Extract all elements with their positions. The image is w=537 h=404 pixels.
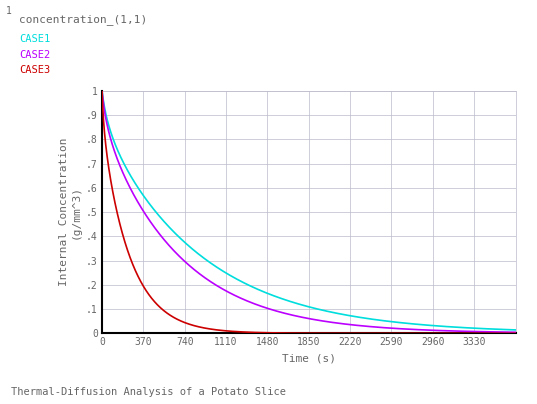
Text: 1: 1: [5, 6, 11, 16]
Text: CASE3: CASE3: [19, 65, 50, 75]
Text: Thermal-Diffusion Analysis of a Potato Slice: Thermal-Diffusion Analysis of a Potato S…: [11, 387, 286, 397]
Text: concentration_(1,1): concentration_(1,1): [19, 14, 147, 25]
X-axis label: Time (s): Time (s): [282, 353, 336, 363]
Text: CASE2: CASE2: [19, 50, 50, 60]
Y-axis label: Internal Concentration
(g/mm^3): Internal Concentration (g/mm^3): [59, 138, 81, 286]
Text: CASE1: CASE1: [19, 34, 50, 44]
